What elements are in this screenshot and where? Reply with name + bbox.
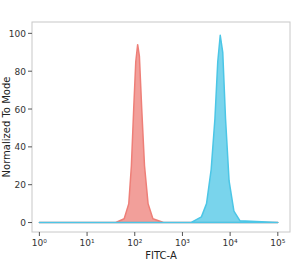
y-tick-label: 40 [15, 142, 27, 152]
x-tick [230, 232, 231, 236]
chart: 0 20 40 60 80 100 10⁰ 10¹ 10² 10³ 10⁴ 10⁵ FITC-A Norm… [0, 0, 300, 269]
y-tick [28, 146, 32, 147]
histogram-area [39, 45, 277, 223]
y-tick-label: 80 [15, 67, 27, 77]
y-tick [28, 71, 32, 72]
x-tick-label: 10³ [175, 238, 190, 248]
series-group [39, 35, 277, 222]
x-tick-label: 10² [127, 238, 142, 248]
y-tick-label: 100 [9, 29, 26, 39]
x-tick-label: 10⁰ [32, 238, 47, 248]
x-tick-label: 10⁴ [223, 238, 238, 248]
x-tick [277, 232, 278, 236]
x-tick [87, 232, 88, 236]
y-tick [28, 109, 32, 110]
y-tick [28, 222, 32, 223]
y-tick [28, 184, 32, 185]
x-axis-label: FITC-A [145, 250, 177, 261]
x-tick [134, 232, 135, 236]
y-tick-label: 60 [15, 105, 27, 115]
x-tick [182, 232, 183, 236]
histogram-area [39, 35, 277, 222]
y-axis-label: Normalized To Mode [1, 77, 12, 178]
y-tick [28, 33, 32, 34]
y-tick-label: 0 [20, 218, 26, 228]
x-tick-label: 10¹ [80, 238, 95, 248]
x-tick [39, 232, 40, 236]
y-tick-label: 20 [15, 180, 27, 190]
plot-frame [32, 22, 290, 232]
x-tick-label: 10⁵ [270, 238, 285, 248]
